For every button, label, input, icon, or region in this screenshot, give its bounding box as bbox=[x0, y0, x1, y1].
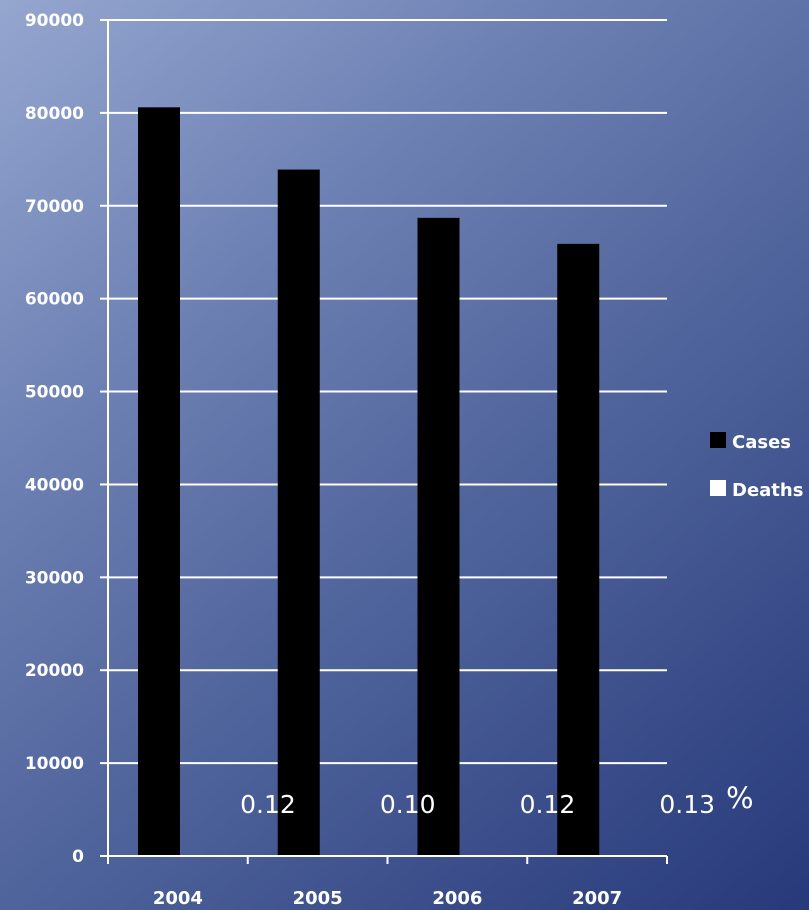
rate-annotation-2006: 0.12 bbox=[520, 790, 576, 819]
y-tick-label-20000: 20000 bbox=[25, 661, 84, 681]
y-axis-tick-labels: 0 10000 20000 30000 40000 50000 60000 70000 8000… bbox=[25, 11, 84, 867]
bar-cases-2007 bbox=[557, 243, 600, 856]
rate-annotations: 0.12 0.10 0.12 0.13 bbox=[240, 790, 715, 819]
legend-swatch-deaths bbox=[710, 480, 726, 496]
axes bbox=[100, 19, 668, 864]
rate-annotation-2004: 0.12 bbox=[240, 790, 296, 819]
rate-unit-label: % bbox=[726, 781, 754, 815]
bar-cases-2004 bbox=[138, 107, 180, 856]
legend-label-deaths: Deaths bbox=[732, 480, 803, 501]
bars bbox=[138, 107, 642, 856]
y-tick-label-10000: 10000 bbox=[25, 754, 84, 774]
y-tick-label-40000: 40000 bbox=[25, 475, 84, 495]
x-tick-label-2005: 2005 bbox=[293, 888, 343, 909]
y-tick-label-60000: 60000 bbox=[25, 290, 84, 310]
x-tick-label-2007: 2007 bbox=[572, 888, 622, 909]
legend-label-cases: Cases bbox=[732, 432, 791, 453]
legend: Cases Deaths bbox=[710, 432, 803, 501]
legend-swatch-cases bbox=[710, 432, 726, 448]
x-tick-label-2006: 2006 bbox=[432, 888, 482, 909]
y-tick-label-50000: 50000 bbox=[25, 383, 84, 403]
bar-cases-2006 bbox=[417, 217, 460, 856]
rate-annotation-2005: 0.10 bbox=[380, 790, 436, 819]
y-tick-label-0: 0 bbox=[72, 847, 84, 867]
y-tick-label-30000: 30000 bbox=[25, 568, 84, 588]
y-tick-label-90000: 90000 bbox=[25, 11, 84, 31]
x-tick-label-2004: 2004 bbox=[153, 888, 203, 909]
y-tick-label-80000: 80000 bbox=[25, 104, 84, 124]
y-tick-label-70000: 70000 bbox=[25, 197, 84, 217]
bar-cases-2005 bbox=[277, 169, 320, 856]
x-axis-tick-labels: 2004 2005 2006 2007 bbox=[153, 888, 622, 909]
gridlines bbox=[108, 19, 667, 765]
rate-annotation-2007: 0.13 bbox=[659, 790, 715, 819]
